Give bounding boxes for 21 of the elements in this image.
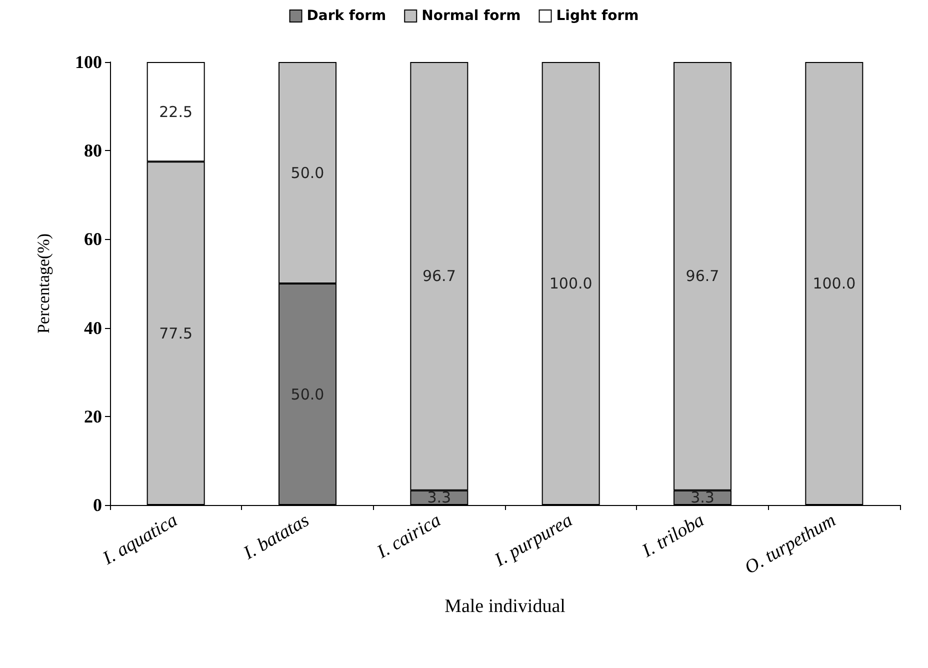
data-label: 96.7 bbox=[686, 267, 720, 286]
data-label: 50.0 bbox=[290, 385, 324, 404]
data-label: 3.3 bbox=[427, 488, 452, 507]
data-label: 100.0 bbox=[549, 274, 592, 292]
y-tick-label: 80 bbox=[84, 140, 102, 161]
data-label: 77.5 bbox=[159, 324, 193, 342]
y-tick-label: 20 bbox=[84, 406, 102, 426]
y-tick-label: 0 bbox=[93, 495, 102, 515]
data-label: 3.3 bbox=[690, 488, 714, 507]
y-tick-label: 60 bbox=[84, 229, 102, 250]
y-tick-label: 100 bbox=[75, 52, 102, 72]
data-label: 50.0 bbox=[290, 164, 324, 182]
legend-label: Dark form bbox=[306, 8, 386, 24]
y-tick-label: 40 bbox=[84, 318, 102, 338]
y-axis-title: Percentage(%) bbox=[34, 233, 53, 334]
data-label: 22.5 bbox=[159, 102, 193, 121]
legend-label: Normal form bbox=[422, 8, 521, 24]
data-label: 96.7 bbox=[422, 267, 456, 286]
legend-label: Light form bbox=[556, 8, 639, 24]
data-label: 100.0 bbox=[812, 274, 856, 292]
x-axis-title: Male individual bbox=[444, 596, 566, 617]
